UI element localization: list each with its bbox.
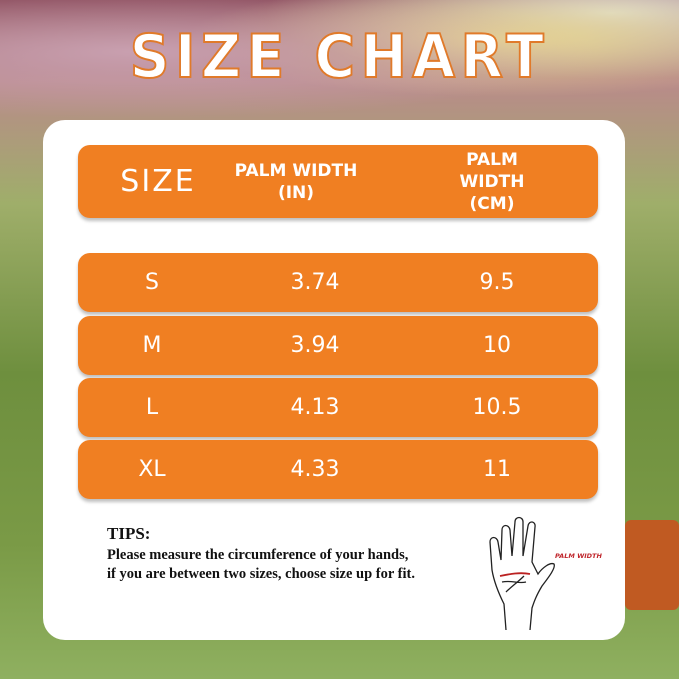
table-row: M 3.94 10 (78, 316, 598, 375)
size-chart-card: SIZE PALM WIDTH (IN) PALM WIDTH (CM) S 3.7… (43, 120, 625, 640)
palm-width-label: PALM WIDTH (555, 552, 602, 560)
tips-line: if you are between two sizes, choose siz… (107, 566, 415, 582)
table-row: XL 4.33 11 (78, 440, 598, 499)
header-line: PALM WIDTH (234, 160, 358, 181)
header-line: PALM WIDTH (459, 149, 525, 192)
hand-outline-icon (489, 516, 555, 630)
tips-heading: TIPS: (107, 524, 151, 543)
header-line: (CM) (469, 193, 515, 214)
size-cell: S (145, 270, 159, 295)
size-cell: XL (138, 457, 166, 482)
background-pot (625, 520, 679, 610)
size-cell: L (145, 395, 159, 420)
table-header: SIZE PALM WIDTH (IN) PALM WIDTH (CM) (78, 145, 598, 218)
size-cell: M (142, 333, 162, 358)
header-size: SIZE (120, 163, 196, 199)
cm-cell: 9.5 (479, 270, 515, 295)
inch-cell: 4.13 (290, 395, 340, 420)
tips-line: Please measure the circumference of your… (107, 547, 409, 563)
cm-cell: 11 (483, 457, 511, 482)
header-palm-cm: PALM WIDTH (CM) (439, 149, 545, 215)
header-line: (IN) (277, 182, 315, 203)
cm-cell: 10 (483, 333, 511, 358)
background-garden (0, 0, 679, 130)
cm-cell: 10.5 (472, 395, 522, 420)
inch-cell: 3.74 (290, 270, 340, 295)
header-palm-in: PALM WIDTH (IN) (235, 160, 358, 204)
page-title: SIZE CHART (129, 21, 550, 93)
inch-cell: 3.94 (290, 333, 340, 358)
inch-cell: 4.33 (290, 457, 340, 482)
tips-section: TIPS: Please measure the circumference o… (107, 524, 415, 584)
table-row: L 4.13 10.5 (78, 378, 598, 437)
table-row: S 3.74 9.5 (78, 253, 598, 312)
